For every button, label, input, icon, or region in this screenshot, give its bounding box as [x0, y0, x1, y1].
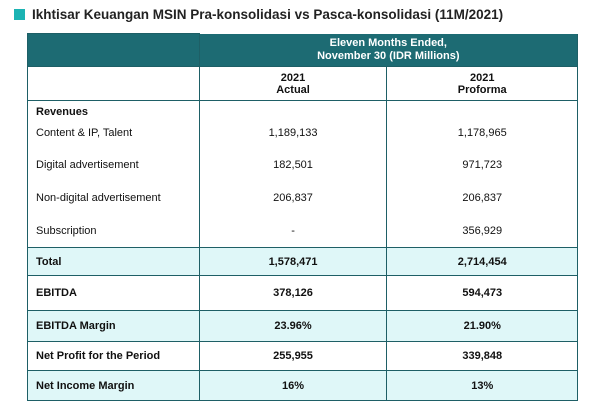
- row-label: EBITDA: [27, 275, 200, 311]
- header-cell: [27, 66, 200, 101]
- financial-table: Eleven Months Ended, November 30 (IDR Mil…: [27, 33, 579, 401]
- table-row: EBITDA Margin 23.96% 21.90%: [27, 310, 578, 342]
- row-value: 21.90%: [386, 310, 578, 342]
- row-label: Total: [27, 247, 200, 276]
- row-value: 1,189,133: [198, 117, 388, 148]
- header-row: Eleven Months Ended, November 30 (IDR Mil…: [27, 33, 579, 67]
- table-row: Subscription -356,929: [27, 214, 578, 248]
- row-label: Net Profit for the Period: [27, 341, 200, 371]
- column-header: 2021 Proforma: [386, 66, 578, 101]
- row-value: 971,723: [386, 147, 578, 182]
- column-label: Actual: [276, 83, 310, 96]
- header-cell: [27, 33, 200, 67]
- column-header-row: 2021 Actual 2021 Proforma: [27, 66, 578, 101]
- table-row: Revenues: [27, 100, 578, 118]
- row-value: 16%: [198, 370, 388, 401]
- row-value: 1,578,471: [198, 247, 388, 276]
- table-row: Net Income Margin 16% 13%: [27, 370, 578, 401]
- row-value: 339,848: [386, 341, 578, 371]
- period-line: November 30 (IDR Millions): [317, 49, 460, 62]
- row-value: 1,178,965: [386, 117, 578, 148]
- row-label: Digital advertisement: [27, 147, 200, 182]
- row-label: Non-digital advertisement: [27, 181, 200, 215]
- row-value: 2,714,454: [386, 247, 578, 276]
- row-label: Revenues: [27, 100, 200, 118]
- table-row: EBITDA 378,126 594,473: [27, 275, 578, 311]
- row-value: [386, 100, 578, 118]
- period-header: Eleven Months Ended, November 30 (IDR Mil…: [198, 33, 579, 67]
- row-label: EBITDA Margin: [27, 310, 200, 342]
- row-value: [198, 100, 388, 118]
- row-value: 206,837: [386, 181, 578, 215]
- table-row: Content & IP, Talent 1,189,133 1,178,965: [27, 117, 578, 148]
- period-line: Eleven Months Ended,: [329, 36, 447, 49]
- row-label: Content & IP, Talent: [27, 117, 200, 148]
- row-value: -: [198, 214, 388, 248]
- table-row: Non-digital advertisement 206,837 206,837: [27, 181, 578, 215]
- row-value: 23.96%: [198, 310, 388, 342]
- row-value: 255,955: [198, 341, 388, 371]
- table-row: Net Profit for the Period 255,955 339,848: [27, 341, 578, 371]
- row-value: 13%: [386, 370, 578, 401]
- row-value: 378,126: [198, 275, 388, 311]
- title: Ikhtisar Keuangan MSIN Pra-konsolidasi v…: [32, 7, 504, 22]
- row-value: 206,837: [198, 181, 388, 215]
- row-label: Net Income Margin: [27, 370, 200, 401]
- row-value: 182,501: [198, 147, 388, 182]
- table-row: Total 1,578,471 2,714,454: [27, 247, 578, 276]
- column-year: 2021: [280, 71, 306, 84]
- row-value: 594,473: [386, 275, 578, 311]
- row-label: Subscription: [27, 214, 200, 248]
- column-label: Proforma: [457, 83, 507, 96]
- row-value: 356,929: [386, 214, 578, 248]
- title-bar: Ikhtisar Keuangan MSIN Pra-konsolidasi v…: [14, 7, 503, 22]
- column-year: 2021: [470, 71, 495, 84]
- column-header: 2021 Actual: [198, 66, 388, 101]
- title-icon: [14, 9, 25, 20]
- table-row: Digital advertisement 182,501 971,723: [27, 147, 578, 182]
